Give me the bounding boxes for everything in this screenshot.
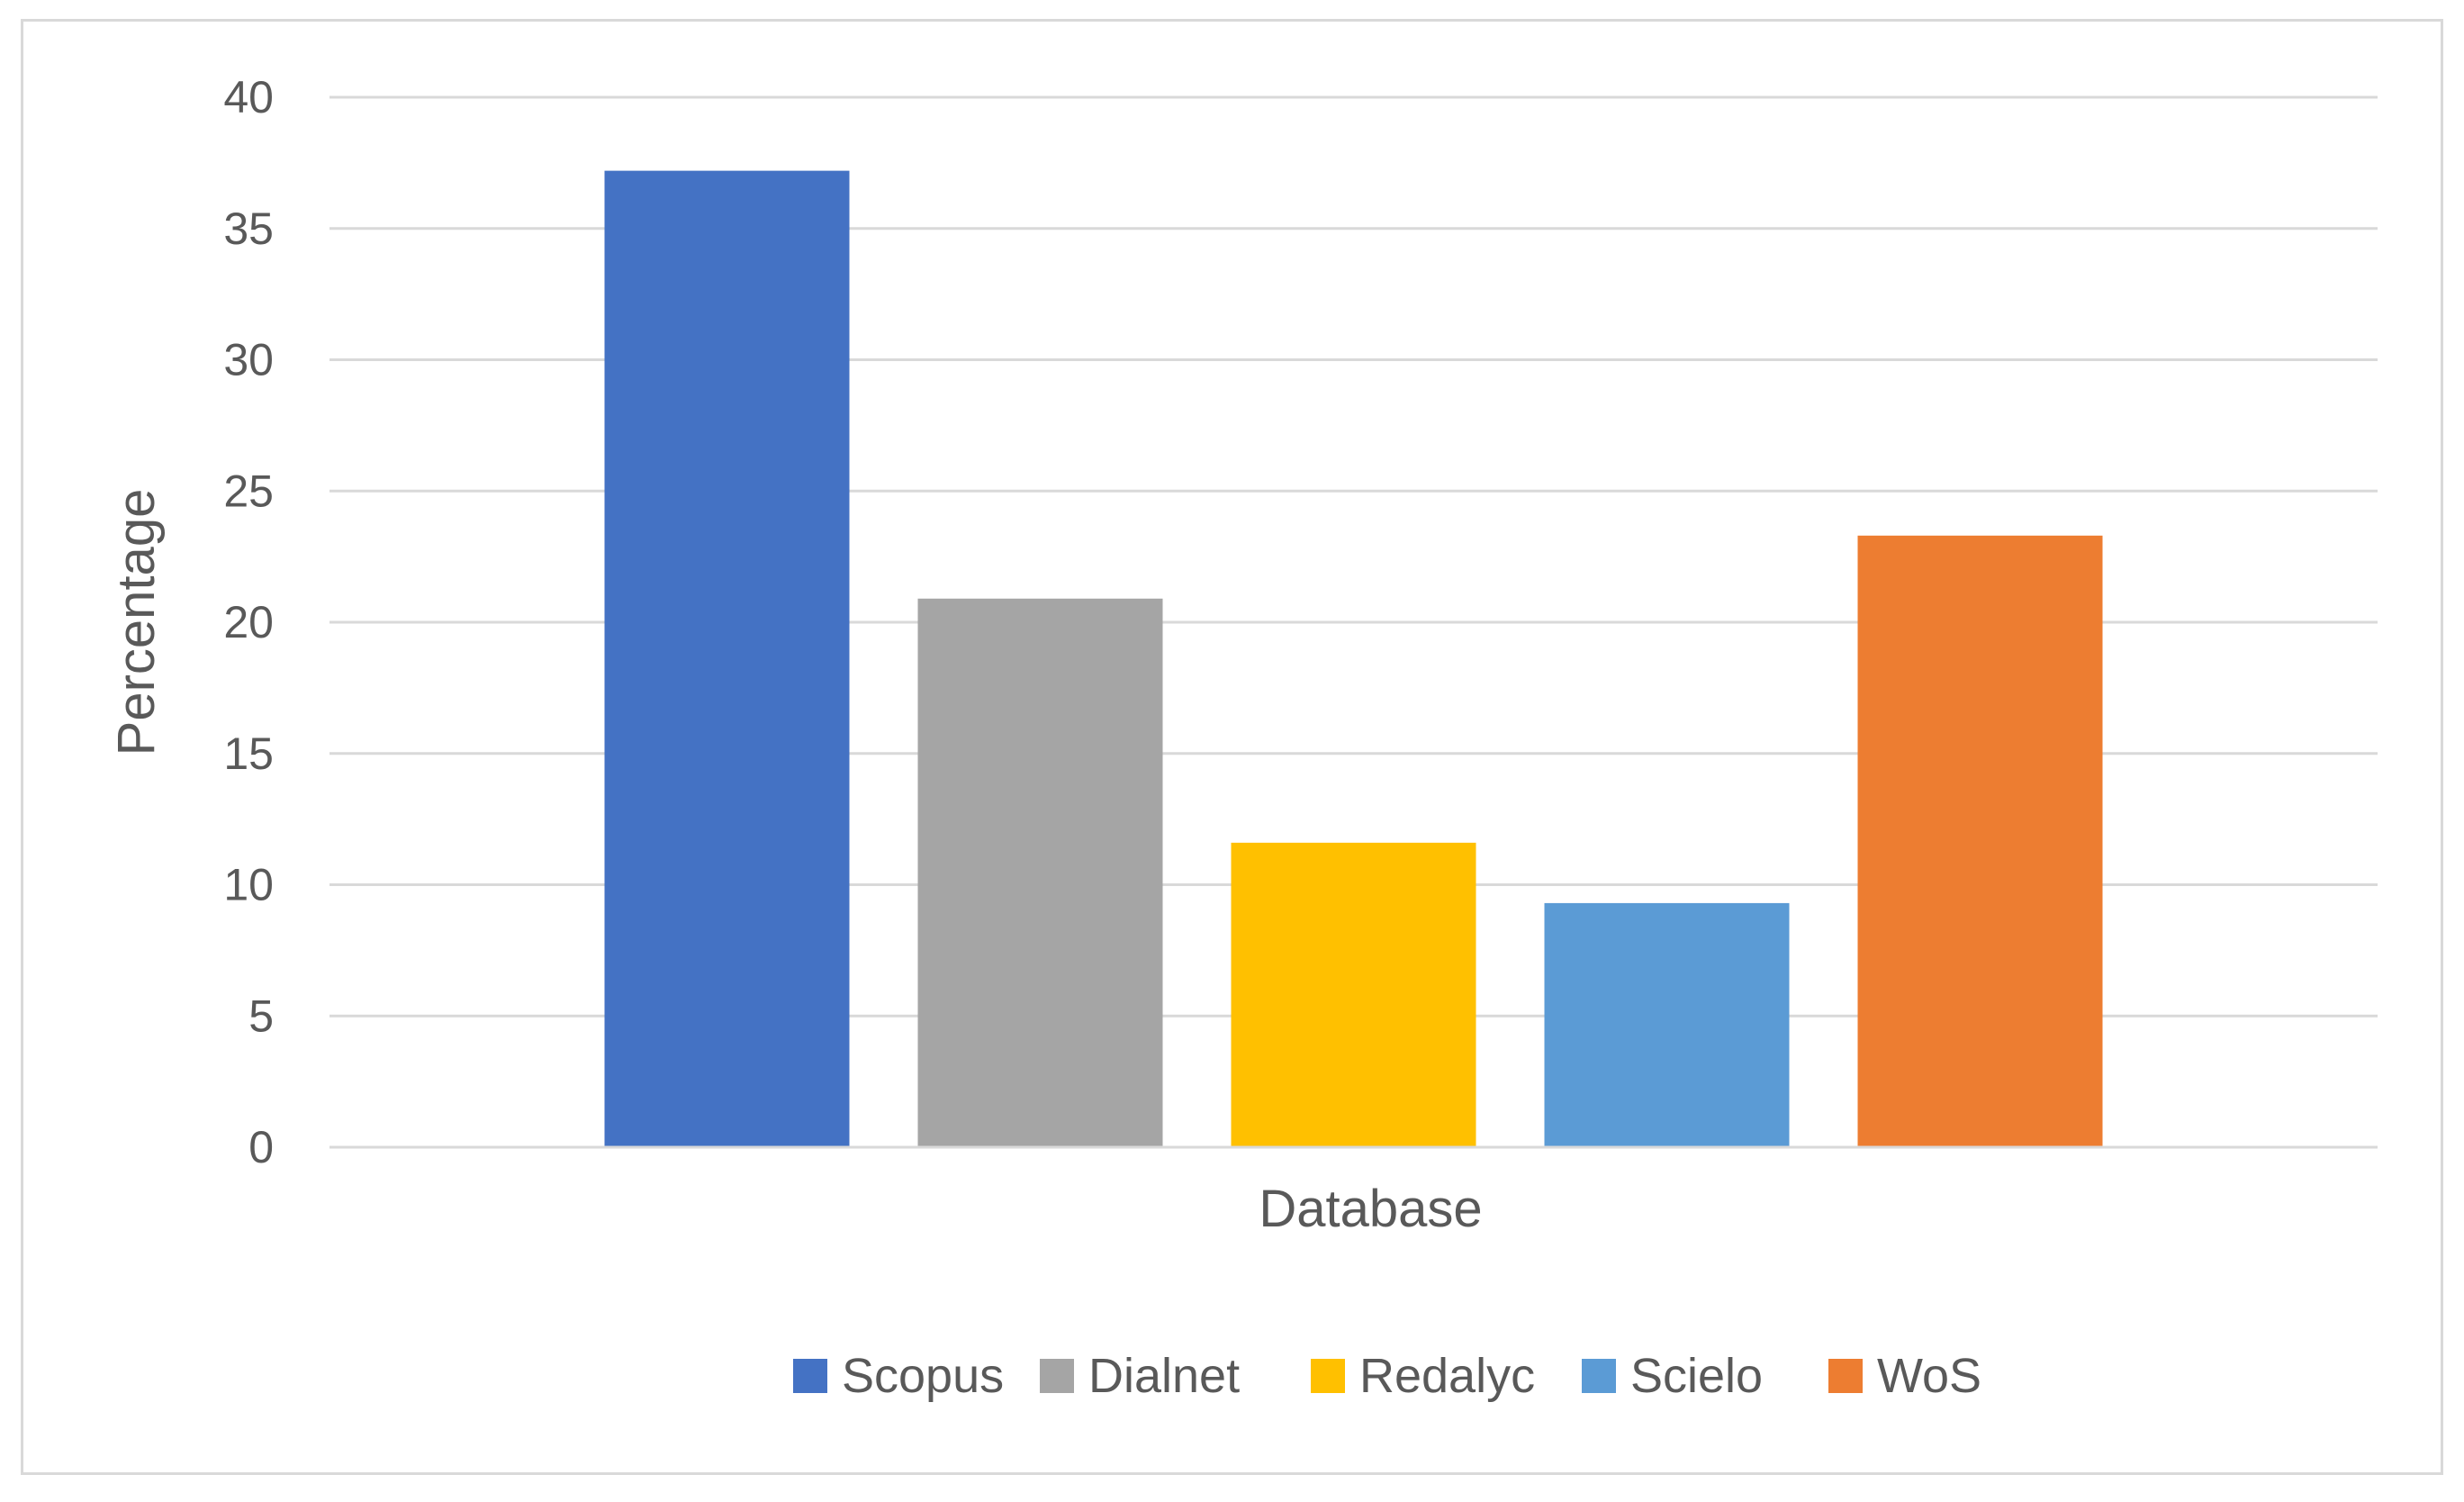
legend-swatch-redalyc bbox=[1311, 1359, 1345, 1393]
y-tick-label: 40 bbox=[223, 72, 274, 122]
y-tick-label: 25 bbox=[223, 466, 274, 516]
legend: Scopus Dialnet Redalyc Scielo WoS bbox=[793, 1349, 1981, 1403]
legend-swatch-wos bbox=[1828, 1359, 1863, 1393]
bar-redalyc bbox=[1231, 842, 1476, 1147]
legend-label-scielo: Scielo bbox=[1630, 1349, 1763, 1403]
y-tick-label: 35 bbox=[223, 204, 274, 254]
legend-label-redalyc: Redalyc bbox=[1359, 1349, 1535, 1403]
bar-chart: 0 5 10 15 20 25 30 35 40 Percentage Database Sco… bbox=[107, 72, 2378, 1403]
y-axis-title: Percentage bbox=[107, 489, 166, 756]
bar-scielo bbox=[1544, 902, 1790, 1147]
bar-scopus bbox=[604, 170, 850, 1147]
legend-swatch-dialnet bbox=[1040, 1359, 1074, 1393]
y-tick-label: 0 bbox=[248, 1122, 274, 1172]
y-tick-label: 10 bbox=[223, 860, 274, 910]
y-axis-tick-labels: 0 5 10 15 20 25 30 35 40 bbox=[223, 72, 274, 1172]
bar-dialnet bbox=[917, 598, 1163, 1147]
y-tick-label: 20 bbox=[223, 597, 274, 647]
bars bbox=[604, 170, 2103, 1147]
legend-swatch-scielo bbox=[1582, 1359, 1616, 1393]
legend-label-wos: WoS bbox=[1877, 1349, 1981, 1403]
legend-swatch-scopus bbox=[793, 1359, 827, 1393]
chart-frame: 0 5 10 15 20 25 30 35 40 Percentage Database Sco… bbox=[21, 19, 2443, 1475]
x-axis-title: Database bbox=[1259, 1180, 1482, 1238]
legend-label-scopus: Scopus bbox=[842, 1349, 1004, 1403]
legend-label-dialnet: Dialnet bbox=[1088, 1349, 1240, 1403]
y-tick-label: 5 bbox=[248, 991, 274, 1041]
bar-wos bbox=[1857, 535, 2103, 1147]
y-tick-label: 30 bbox=[223, 335, 274, 385]
y-tick-label: 15 bbox=[223, 728, 274, 779]
